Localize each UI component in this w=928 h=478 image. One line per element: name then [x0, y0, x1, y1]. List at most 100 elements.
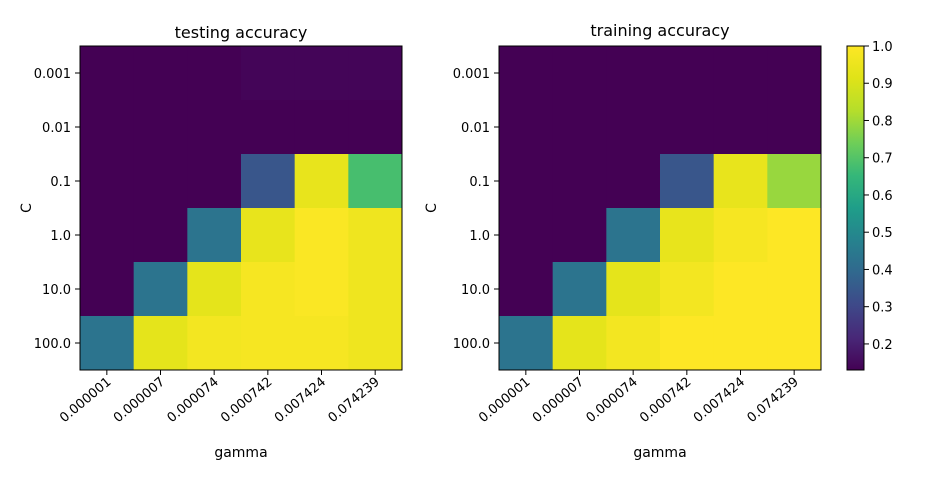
heatmap-cell: [348, 316, 403, 371]
plot-frame: [79, 45, 403, 371]
heatmap-cell: [133, 208, 188, 263]
heatmap-cell: [294, 100, 349, 155]
heatmap-cell: [241, 316, 296, 371]
heatmap-cell: [767, 208, 822, 263]
heatmap-cell: [713, 316, 768, 371]
heatmap-cell: [241, 208, 296, 263]
heatmap-cell: [348, 154, 403, 209]
chart-title: training accuracy: [590, 21, 729, 40]
colorbar-tick-label: 0.2: [872, 338, 893, 353]
heatmap-cell: [348, 208, 403, 263]
heatmap-cell: [133, 46, 188, 101]
colorbar: 0.2 0.3 0.4 0.5 0.6 0.7 0.8 0.9 1.0: [846, 40, 893, 371]
heatmap-cell: [80, 208, 135, 263]
x-tick-label: 0.074239: [745, 375, 802, 426]
heatmap-cell: [713, 46, 768, 101]
heatmap-cell: [660, 46, 715, 101]
x-axis-label: gamma: [633, 445, 686, 461]
heatmap-cell: [80, 100, 135, 155]
x-axis-label: gamma: [214, 445, 267, 461]
heatmap-cell: [552, 100, 607, 155]
x-tick-label: 0.000742: [637, 375, 694, 426]
heatmap-cell: [713, 208, 768, 263]
heatmap-cell: [348, 46, 403, 101]
y-tick-label: 1.0: [469, 229, 490, 244]
heatmap-cell: [606, 154, 661, 209]
heatmap-cell: [187, 316, 242, 371]
heatmap-cell: [187, 100, 242, 155]
colorbar-frame: [846, 45, 865, 371]
heatmap-cell: [294, 316, 349, 371]
x-tick-label: 0.000742: [218, 375, 275, 426]
plot-frame: [498, 45, 822, 371]
heatmap-cell: [80, 262, 135, 317]
heatmap-cell: [499, 154, 554, 209]
heatmap-cell: [606, 262, 661, 317]
heatmap-cell: [767, 154, 822, 209]
heatmap-cell: [552, 316, 607, 371]
colorbar-tick-label: 0.9: [872, 77, 893, 92]
y-tick-label: 0.1: [469, 175, 490, 190]
colorbar-tick-label: 0.7: [872, 152, 893, 167]
colorbar-tick-label: 1.0: [872, 40, 893, 55]
x-tick-label: 0.000001: [476, 375, 533, 426]
heatmap-cell: [606, 208, 661, 263]
x-tick-label: 0.007424: [691, 375, 748, 426]
heatmap-cell: [348, 100, 403, 155]
y-tick-label: 10.0: [42, 283, 71, 298]
colorbar-gradient: [847, 46, 864, 370]
y-axis-label: C: [424, 203, 440, 213]
heatmap-cell: [606, 316, 661, 371]
panel-training: training accuracy 0.001 0.01 0.1 1.0 10.0 100…: [424, 21, 822, 461]
heatmap-cell: [241, 154, 296, 209]
y-tick-label: 100.0: [34, 337, 71, 352]
y-tick-label: 0.001: [34, 67, 71, 82]
heatmap-cell: [660, 262, 715, 317]
heatmap-cell: [294, 154, 349, 209]
heatmap-cell: [606, 100, 661, 155]
heatmap-cell: [133, 262, 188, 317]
heatmap-cell: [660, 316, 715, 371]
x-tick-label: 0.000001: [57, 375, 114, 426]
colorbar-tick-label: 0.6: [872, 189, 893, 204]
heatmap-cell: [294, 208, 349, 263]
heatmap-cells: [80, 46, 403, 371]
heatmap-cell: [552, 208, 607, 263]
y-tick-label: 0.1: [50, 175, 71, 190]
heatmap-cell: [713, 100, 768, 155]
x-tick-label: 0.074239: [326, 375, 383, 426]
colorbar-tick-label: 0.5: [872, 226, 893, 241]
heatmap-cell: [713, 154, 768, 209]
y-tick-label: 0.001: [453, 67, 490, 82]
heatmap-cell: [241, 100, 296, 155]
heatmap-cell: [294, 262, 349, 317]
y-tick-label: 10.0: [461, 283, 490, 298]
x-tick-label: 0.000007: [530, 375, 587, 426]
x-axis-ticks: 0.0000010.0000070.0000740.0007420.007424…: [57, 370, 383, 426]
x-tick-label: 0.000007: [111, 375, 168, 426]
heatmap-cell: [499, 46, 554, 101]
y-tick-label: 0.01: [461, 121, 490, 136]
x-tick-label: 0.007424: [272, 375, 329, 426]
heatmap-cell: [187, 46, 242, 101]
heatmap-cell: [80, 46, 135, 101]
heatmap-cell: [499, 208, 554, 263]
colorbar-tick-label: 0.8: [872, 114, 893, 129]
heatmap-cell: [187, 154, 242, 209]
y-axis-label: C: [19, 203, 35, 213]
colorbar-tick-label: 0.4: [872, 263, 893, 278]
x-tick-label: 0.000074: [584, 375, 641, 426]
heatmap-cell: [241, 262, 296, 317]
heatmap-cell: [767, 316, 822, 371]
y-tick-label: 100.0: [453, 337, 490, 352]
heatmap-cell: [187, 208, 242, 263]
y-tick-label: 1.0: [50, 229, 71, 244]
heatmap-cell: [80, 154, 135, 209]
heatmap-cell: [499, 262, 554, 317]
heatmap-cell: [133, 100, 188, 155]
heatmap-cell: [552, 154, 607, 209]
heatmap-cell: [660, 208, 715, 263]
heatmap-cell: [606, 46, 661, 101]
heatmap-cell: [767, 100, 822, 155]
heatmap-cell: [660, 154, 715, 209]
